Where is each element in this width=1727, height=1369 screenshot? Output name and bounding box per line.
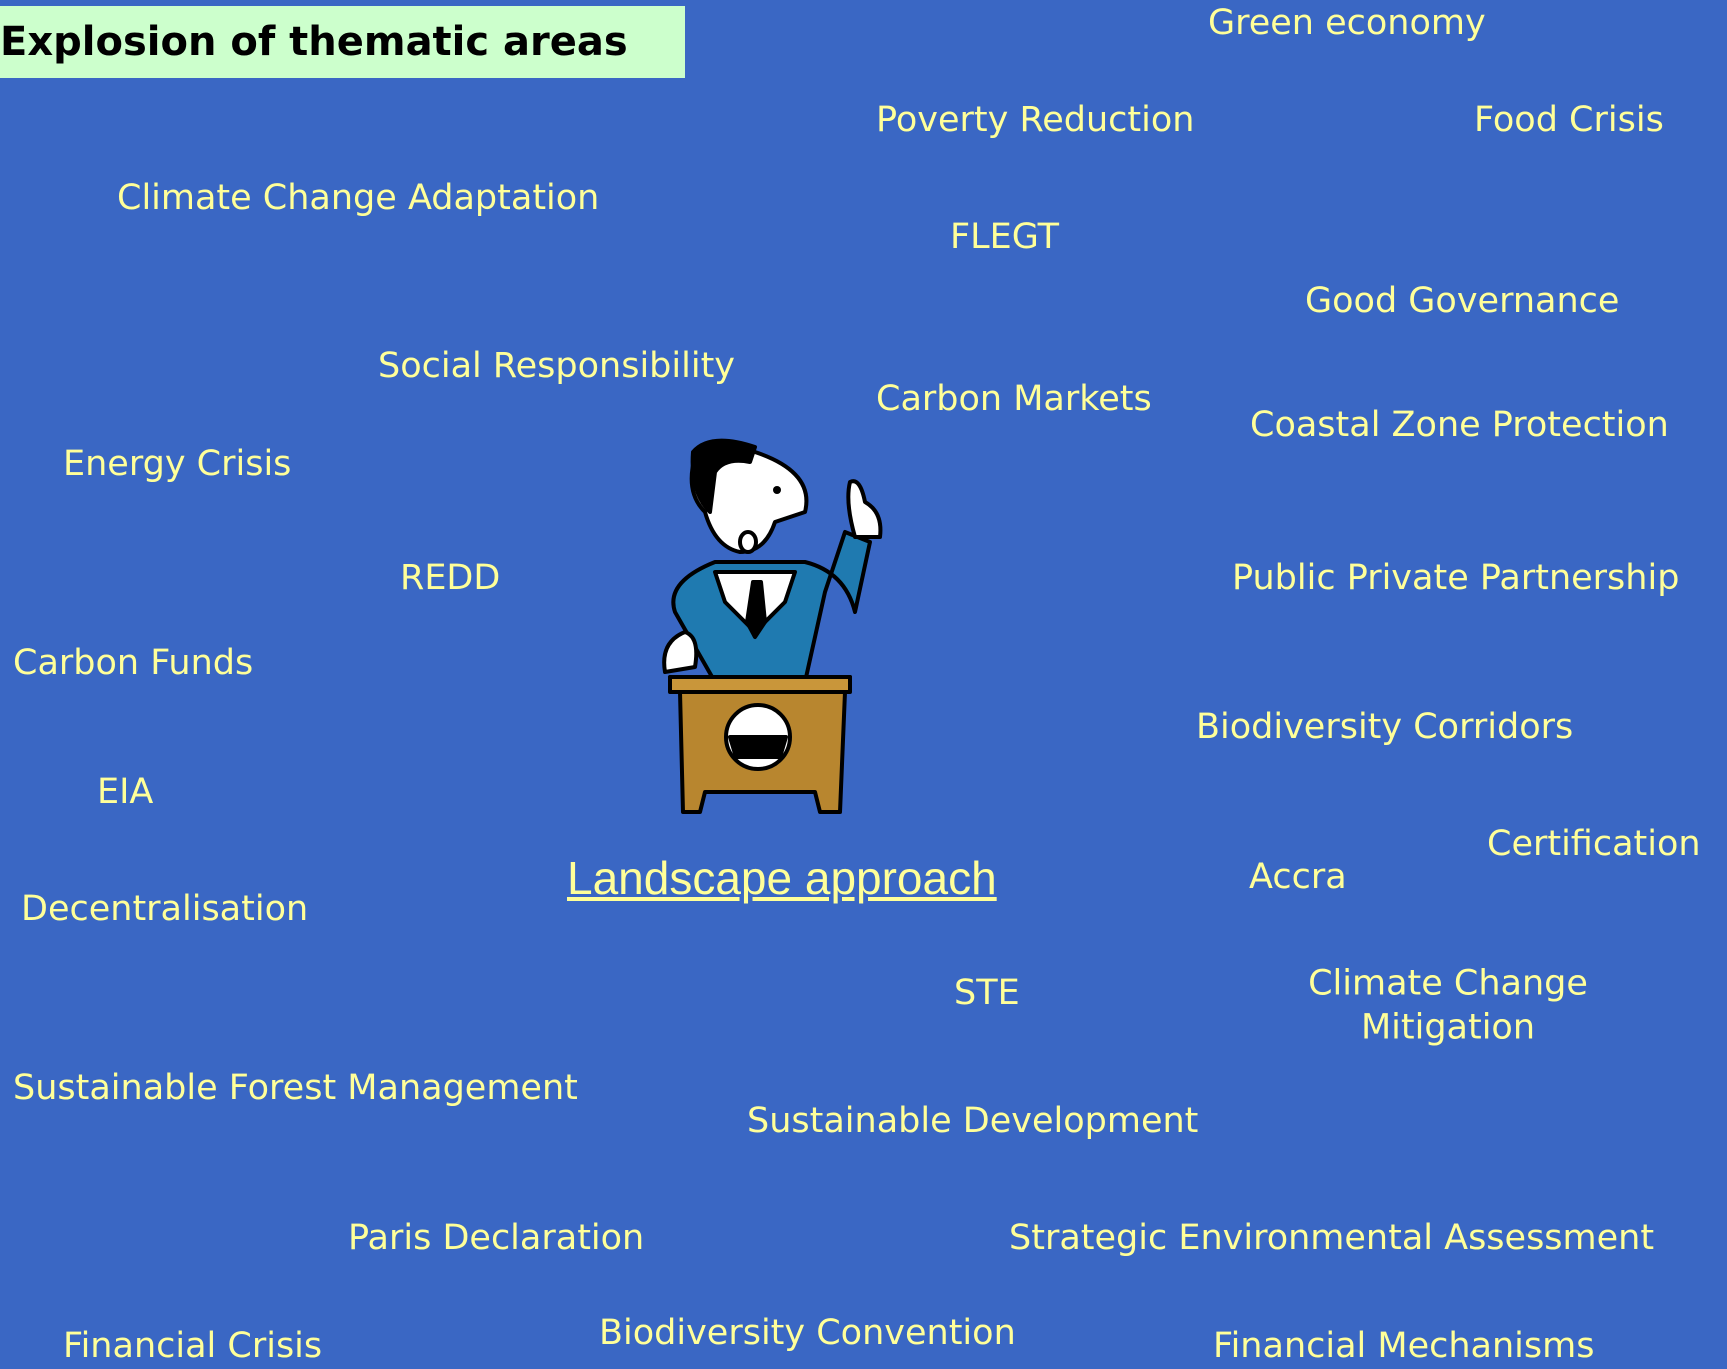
term: Financial Crisis bbox=[63, 1325, 322, 1369]
landscape-link[interactable]: Landscape approach bbox=[567, 851, 997, 905]
term: Strategic Environmental Assessment bbox=[1009, 1217, 1654, 1261]
term: Climate Change Mitigation bbox=[1283, 962, 1613, 1050]
term: Accra bbox=[1249, 856, 1347, 900]
term: Biodiversity Convention bbox=[599, 1312, 1016, 1356]
term: Biodiversity Corridors bbox=[1196, 706, 1573, 750]
term: Paris Declaration bbox=[348, 1217, 644, 1261]
term: Sustainable Development bbox=[747, 1100, 1198, 1144]
slide: Explosion of thematic areas Green econom… bbox=[0, 0, 1727, 1365]
term: REDD bbox=[400, 557, 500, 601]
term: Coastal Zone Protection bbox=[1250, 404, 1669, 448]
term: Carbon Funds bbox=[13, 642, 253, 686]
term: Poverty Reduction bbox=[876, 99, 1194, 143]
term: FLEGT bbox=[950, 216, 1059, 260]
speaker-illustration bbox=[655, 432, 895, 816]
term: EIA bbox=[97, 771, 153, 815]
term: Climate Change Adaptation bbox=[117, 177, 599, 221]
term: Food Crisis bbox=[1474, 99, 1664, 143]
slide-title: Explosion of thematic areas bbox=[0, 6, 685, 78]
term: Carbon Markets bbox=[876, 378, 1152, 422]
term: Certification bbox=[1487, 823, 1701, 867]
term: Decentralisation bbox=[21, 888, 308, 932]
term: Financial Mechanisms bbox=[1213, 1325, 1594, 1369]
term: Public Private Partnership bbox=[1232, 557, 1679, 601]
term: Energy Crisis bbox=[63, 443, 291, 487]
term: Social Responsibility bbox=[378, 345, 735, 389]
term: Sustainable Forest Management bbox=[13, 1067, 578, 1111]
term: Green economy bbox=[1208, 2, 1486, 46]
term: STE bbox=[954, 972, 1020, 1016]
term: Good Governance bbox=[1305, 280, 1619, 324]
